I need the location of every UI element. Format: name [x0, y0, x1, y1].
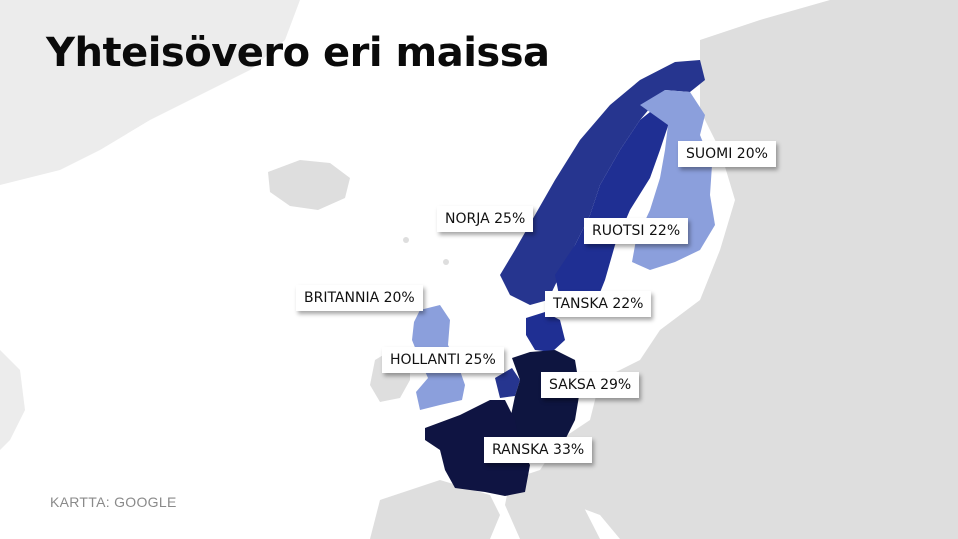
- label-ruotsi: RUOTSI 22%: [584, 218, 689, 244]
- faroe-islands-shape: [403, 237, 409, 243]
- norway-shape: [500, 60, 705, 305]
- label-tanska: TANSKA 22%: [545, 291, 652, 317]
- iberia-shape: [370, 480, 500, 539]
- atlantic-landmass-shape: [0, 350, 25, 450]
- netherlands-shape: [495, 368, 520, 398]
- france-shape: [425, 400, 530, 496]
- iceland-shape: [268, 160, 350, 210]
- map-source-credit: KARTTA: GOOGLE: [50, 494, 177, 510]
- label-norja: NORJA 25%: [437, 206, 534, 232]
- greenland-shape: [0, 0, 300, 185]
- germany-shape: [510, 350, 580, 448]
- label-hollanti: HOLLANTI 25%: [382, 347, 504, 373]
- label-ranska: RANSKA 33%: [484, 437, 593, 463]
- label-saksa: SAKSA 29%: [541, 372, 640, 398]
- label-britannia: BRITANNIA 20%: [296, 285, 423, 311]
- page-title: Yhteisövero eri maissa: [46, 30, 550, 76]
- shetland-islands-shape: [443, 259, 449, 265]
- denmark-shape: [526, 312, 565, 352]
- alps-italy-shape: [505, 470, 600, 539]
- eastern-europe-shape: [540, 0, 958, 539]
- label-suomi: SUOMI 20%: [678, 141, 776, 167]
- sweden-shape: [555, 108, 670, 315]
